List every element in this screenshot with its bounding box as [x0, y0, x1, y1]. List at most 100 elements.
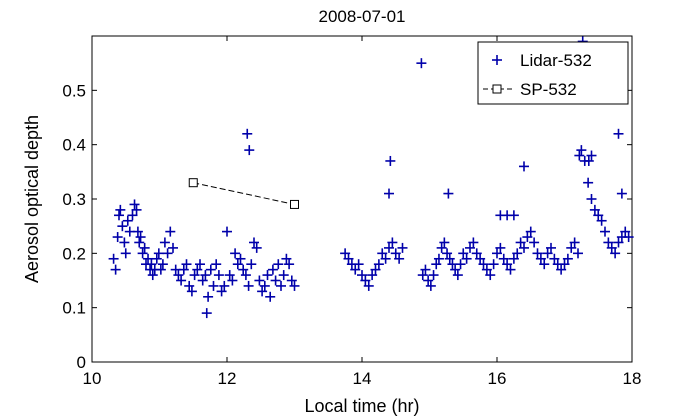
- lidar-532-point: [436, 242, 447, 253]
- lidar-532-point: [593, 210, 604, 221]
- x-tick-label: 12: [218, 369, 237, 388]
- lidar-532-point: [129, 199, 140, 210]
- lidar-532-point: [243, 280, 254, 291]
- lidar-532-point: [162, 248, 173, 259]
- lidar-532-point: [390, 248, 401, 259]
- lidar-532-point: [195, 259, 205, 270]
- lidar-532-point: [423, 275, 434, 286]
- lidar-532-point: [444, 253, 455, 264]
- lidar-532-point: [613, 237, 624, 248]
- lidar-532-point: [380, 253, 391, 264]
- legend-lidar-marker: [492, 55, 502, 65]
- lidar-532-point: [428, 270, 439, 281]
- lidar-532-point: [443, 188, 454, 199]
- lidar-532-point: [425, 280, 436, 291]
- lidar-532-point: [416, 58, 427, 69]
- lidar-532-point: [535, 253, 546, 264]
- lidar-532-point: [208, 280, 219, 291]
- lidar-532-point: [385, 155, 396, 166]
- lidar-532-point: [131, 204, 142, 215]
- lidar-532-point: [155, 264, 166, 275]
- lidar-532-point: [433, 253, 444, 264]
- lidar-532-point: [515, 237, 526, 248]
- lidar-532-point: [240, 270, 251, 281]
- lidar-532-point: [512, 248, 523, 259]
- lidar-532-point: [576, 145, 587, 156]
- lidar-532-point: [573, 248, 583, 259]
- lidar-532-point: [485, 270, 496, 281]
- legend-lidar-label: Lidar-532: [520, 51, 592, 70]
- legend-box: [477, 41, 629, 105]
- lidar-532-point: [394, 253, 405, 264]
- lidar-532-point: [367, 270, 378, 281]
- lidar-532-point: [117, 221, 128, 232]
- lidar-532-point: [127, 210, 138, 221]
- lidar-532-point: [519, 161, 529, 172]
- lidar-532-point: [417, 270, 428, 281]
- lidar-532-point: [143, 253, 154, 264]
- lidar-532-point: [455, 259, 466, 270]
- legend-sp-marker: [492, 84, 502, 94]
- lidar-532-point: [343, 253, 354, 264]
- lidar-532-point: [623, 232, 634, 243]
- y-tick-label: 0.3: [62, 190, 86, 209]
- lidar-532-point: [442, 248, 453, 259]
- lidar-532-point: [539, 259, 550, 270]
- lidar-532-point: [475, 253, 486, 264]
- lidar-532-point: [259, 280, 270, 291]
- lidar-532-point: [181, 259, 192, 270]
- lidar-532-point: [205, 264, 216, 275]
- lidar-532-point: [465, 242, 475, 253]
- y-tick-label: 0.2: [62, 244, 86, 263]
- lidar-532-point: [224, 270, 235, 281]
- lidar-532-point: [132, 226, 143, 237]
- lidar-532-point: [439, 237, 450, 248]
- lidar-532-point: [450, 264, 461, 275]
- sp-532-line: [193, 182, 295, 205]
- lidar-532-point: [468, 237, 479, 248]
- lidar-532-point: [197, 275, 208, 286]
- lidar-532-point: [265, 291, 276, 302]
- lidar-532-point: [452, 270, 463, 281]
- lidar-532-point: [522, 232, 533, 243]
- lidar-532-point: [488, 259, 499, 270]
- x-tick-label: 18: [623, 369, 642, 388]
- lidar-532-point: [461, 253, 472, 264]
- lidar-532-point: [267, 264, 278, 275]
- lidar-532-point: [213, 270, 224, 281]
- lidar-532-point: [273, 259, 284, 270]
- lidar-532-point: [370, 264, 381, 275]
- lidar-532-point: [244, 145, 255, 156]
- lidar-532-point: [110, 264, 121, 275]
- lidar-532-point: [566, 242, 577, 253]
- lidar-532-point: [350, 264, 361, 275]
- x-axis-label: Local time (hr): [304, 396, 419, 416]
- lidar-532-point: [505, 264, 516, 275]
- lidar-532-point: [508, 253, 519, 264]
- lidar-532-point: [278, 270, 289, 281]
- lidar-532-point: [498, 253, 509, 264]
- lidar-532-point: [613, 128, 624, 139]
- lidar-532-point: [139, 242, 150, 253]
- lidar-532-point: [238, 264, 249, 275]
- lidar-532-point: [532, 248, 543, 259]
- lidar-532-point: [360, 275, 371, 286]
- lidar-532-point: [363, 280, 374, 291]
- sp-532-point: [188, 178, 198, 188]
- lidar-532-point: [189, 270, 200, 281]
- y-tick-label: 0.5: [62, 81, 86, 100]
- lidar-532-point: [176, 275, 187, 286]
- lidar-532-point: [495, 242, 506, 253]
- lidar-532-point: [508, 210, 519, 221]
- lidar-532-point: [203, 291, 214, 302]
- y-axis-label: Aerosol optical depth: [22, 115, 42, 283]
- lidar-532-point: [137, 248, 148, 259]
- lidar-532-point: [502, 259, 513, 270]
- lidar-532-point: [200, 270, 211, 281]
- lidar-532-point: [284, 259, 295, 270]
- lidar-532-point: [471, 248, 482, 259]
- lidar-532-point: [589, 204, 600, 215]
- lidar-532-point: [481, 264, 492, 275]
- lidar-532-point: [556, 264, 567, 275]
